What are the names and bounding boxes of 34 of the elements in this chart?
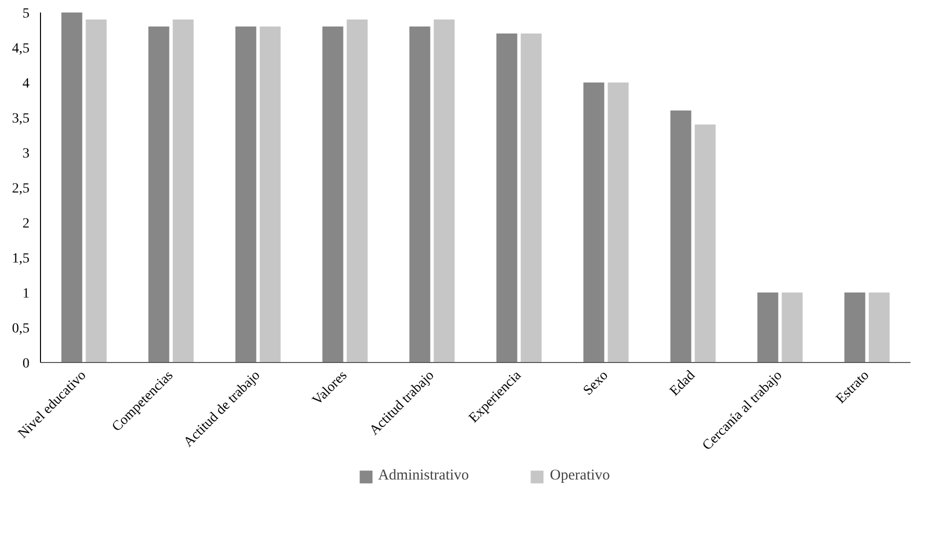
- bar: [86, 20, 107, 362]
- bar: [583, 82, 604, 362]
- bar: [670, 110, 692, 362]
- bar: [496, 34, 518, 362]
- y-tick-label: 5: [22, 6, 30, 22]
- bar: [434, 20, 455, 362]
- y-tick-label: 0: [22, 356, 30, 372]
- bar: [520, 34, 542, 362]
- bar: [608, 82, 629, 362]
- bar: [844, 292, 866, 362]
- bar: [757, 292, 778, 362]
- y-tick-label: 4,5: [12, 42, 30, 56]
- bar: [322, 26, 344, 362]
- bar: [172, 20, 194, 362]
- bar: [260, 26, 281, 362]
- bar: [868, 292, 890, 362]
- x-tick-label: Sexo: [580, 368, 612, 399]
- y-tick-label: 4: [22, 76, 30, 92]
- bar: [694, 124, 716, 362]
- legend-label: Administrativo: [378, 468, 469, 484]
- y-tick-label: 3,5: [12, 112, 30, 126]
- y-tick-label: 1,5: [12, 252, 30, 266]
- bar: [346, 20, 368, 362]
- bar: [148, 26, 170, 362]
- y-tick-label: 2: [22, 216, 30, 232]
- bar: [61, 12, 82, 362]
- bar: [409, 26, 430, 362]
- bar: [235, 26, 256, 362]
- y-tick-label: 2,5: [12, 182, 30, 196]
- bar: [782, 292, 803, 362]
- y-tick-label: 1: [22, 286, 30, 302]
- y-tick-label: 3: [22, 146, 30, 162]
- y-tick-label: 0,5: [12, 322, 30, 336]
- legend-label: Operativo: [550, 468, 610, 484]
